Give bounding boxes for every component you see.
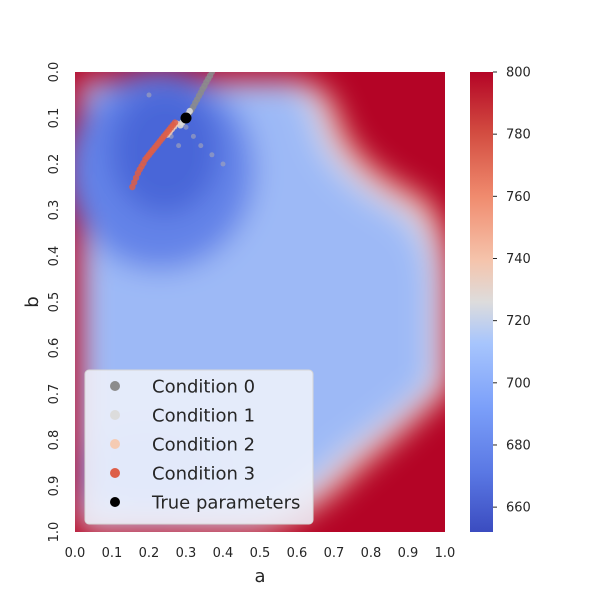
faint-point (198, 143, 204, 149)
y-tick-label: 0.0 (47, 62, 62, 83)
faint-point (220, 161, 226, 167)
legend-label: Condition 1 (152, 406, 255, 427)
true-parameter-point (180, 112, 192, 124)
scatter-points (129, 72, 226, 191)
legend: Condition 0 Condition 1 Condition 2 Conditi… (84, 369, 314, 525)
legend-marker (110, 439, 120, 449)
y-tick-label: 0.1 (47, 108, 62, 129)
legend-marker (110, 468, 120, 478)
x-tick-label: 0.4 (213, 546, 234, 561)
x-tick-label: 0.9 (398, 546, 419, 561)
x-tick-label: 0.0 (65, 546, 86, 561)
legend-marker (110, 497, 120, 507)
colorbar-tick-label: 660 (506, 501, 531, 516)
y-tick-label: 1.0 (47, 522, 62, 543)
legend-marker (110, 410, 120, 420)
colorbar-tick-label: 760 (506, 190, 531, 205)
x-tick-label: 0.8 (361, 546, 382, 561)
y-tick-label: 0.2 (47, 154, 62, 175)
colorbar-tick-label: 720 (506, 314, 531, 329)
legend-box (84, 369, 314, 525)
colorbar-tick-label: 780 (506, 128, 531, 143)
x-axis-ticks: 0.0 0.1 0.2 0.3 0.4 0.5 0.6 0.7 0.8 0.9 1.0 (65, 546, 456, 561)
legend-label: Condition 0 (152, 377, 255, 398)
faint-point (146, 92, 152, 98)
x-tick-label: 1.0 (435, 546, 456, 561)
legend-label: Condition 2 (152, 435, 255, 456)
y-tick-label: 0.3 (47, 200, 62, 221)
legend-label: True parameters (151, 493, 300, 514)
y-tick-label: 0.6 (47, 338, 62, 359)
x-tick-label: 0.6 (287, 546, 308, 561)
series-point (129, 183, 136, 191)
colorbar-tick-label: 680 (506, 438, 531, 453)
x-tick-label: 0.7 (324, 546, 345, 561)
faint-point (183, 124, 189, 130)
colorbar-tick-label: 740 (506, 252, 531, 267)
x-tick-label: 0.5 (250, 546, 271, 561)
legend-marker (110, 381, 120, 391)
y-tick-label: 0.5 (47, 292, 62, 313)
colorbar-tick-label: 700 (506, 376, 531, 391)
x-tick-label: 0.2 (139, 546, 160, 561)
y-axis-ticks: 0.0 0.1 0.2 0.3 0.4 0.5 0.6 0.7 0.8 0.9 1.0 (47, 62, 62, 543)
faint-point (176, 143, 182, 149)
y-axis-label: b (22, 296, 43, 307)
y-tick-label: 0.9 (47, 476, 62, 497)
colorbar-tick-label: 800 (506, 66, 531, 81)
legend-label: Condition 3 (152, 464, 255, 485)
faint-point (190, 133, 196, 139)
colorbar (470, 72, 493, 532)
heatmap-minimum (110, 85, 220, 215)
colorbar-ticks: 660 680 700 720 740 760 780 800 (493, 66, 531, 516)
y-tick-label: 0.7 (47, 384, 62, 405)
y-tick-label: 0.8 (47, 430, 62, 451)
x-tick-label: 0.3 (176, 546, 197, 561)
y-tick-label: 0.4 (47, 246, 62, 267)
x-tick-label: 0.1 (102, 546, 123, 561)
x-axis-label: a (254, 566, 265, 587)
faint-point (209, 152, 215, 158)
